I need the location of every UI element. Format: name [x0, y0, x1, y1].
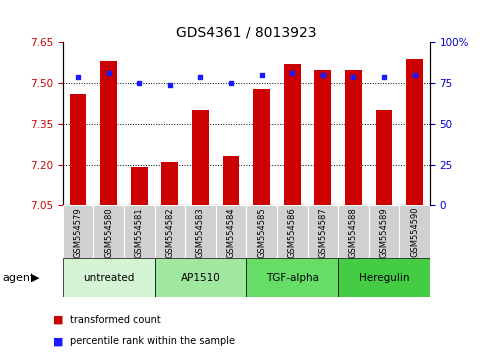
Bar	[131, 167, 148, 205]
Point	[380, 74, 388, 80]
Point	[227, 80, 235, 86]
Bar	[314, 70, 331, 205]
Point	[350, 74, 357, 80]
Bar	[246, 205, 277, 258]
Text: GSM554581: GSM554581	[135, 207, 144, 258]
Point	[288, 70, 296, 76]
Text: GSM554580: GSM554580	[104, 207, 113, 258]
Title: GDS4361 / 8013923: GDS4361 / 8013923	[176, 26, 316, 40]
Text: Heregulin: Heregulin	[359, 273, 409, 283]
Point	[166, 82, 174, 88]
Point	[105, 70, 113, 76]
Bar	[277, 205, 308, 258]
Text: GSM554584: GSM554584	[227, 207, 236, 258]
Text: GSM554582: GSM554582	[165, 207, 174, 258]
Bar	[223, 156, 240, 205]
Text: ▶: ▶	[31, 273, 40, 283]
Point	[74, 74, 82, 80]
Bar	[161, 162, 178, 205]
Text: TGF-alpha: TGF-alpha	[266, 273, 319, 283]
Bar	[406, 59, 423, 205]
Bar	[399, 205, 430, 258]
Bar	[369, 205, 399, 258]
Text: agent: agent	[2, 273, 35, 283]
Bar	[63, 205, 93, 258]
Bar	[338, 258, 430, 297]
Text: GSM554585: GSM554585	[257, 207, 266, 258]
Text: transformed count: transformed count	[70, 315, 161, 325]
Point	[197, 74, 204, 80]
Point	[135, 80, 143, 86]
Bar	[376, 110, 392, 205]
Bar	[93, 205, 124, 258]
Text: GSM554590: GSM554590	[410, 207, 419, 257]
Bar	[345, 70, 362, 205]
Text: GSM554583: GSM554583	[196, 207, 205, 258]
Bar	[124, 205, 155, 258]
Bar	[155, 205, 185, 258]
Bar	[216, 205, 246, 258]
Bar	[338, 205, 369, 258]
Text: GSM554587: GSM554587	[318, 207, 327, 258]
Bar	[155, 258, 246, 297]
Text: percentile rank within the sample: percentile rank within the sample	[70, 336, 235, 346]
Point	[411, 72, 418, 78]
Text: GSM554586: GSM554586	[288, 207, 297, 258]
Bar	[192, 110, 209, 205]
Text: untreated: untreated	[83, 273, 134, 283]
Point	[258, 72, 266, 78]
Bar	[100, 62, 117, 205]
Bar	[308, 205, 338, 258]
Bar	[284, 64, 300, 205]
Text: ■: ■	[53, 336, 64, 346]
Text: GSM554579: GSM554579	[73, 207, 83, 258]
Bar	[70, 94, 86, 205]
Bar	[253, 88, 270, 205]
Point	[319, 72, 327, 78]
Bar	[246, 258, 338, 297]
Bar	[63, 258, 155, 297]
Text: ■: ■	[53, 315, 64, 325]
Bar	[185, 205, 216, 258]
Text: GSM554588: GSM554588	[349, 207, 358, 258]
Text: GSM554589: GSM554589	[380, 207, 388, 258]
Text: AP1510: AP1510	[181, 273, 220, 283]
